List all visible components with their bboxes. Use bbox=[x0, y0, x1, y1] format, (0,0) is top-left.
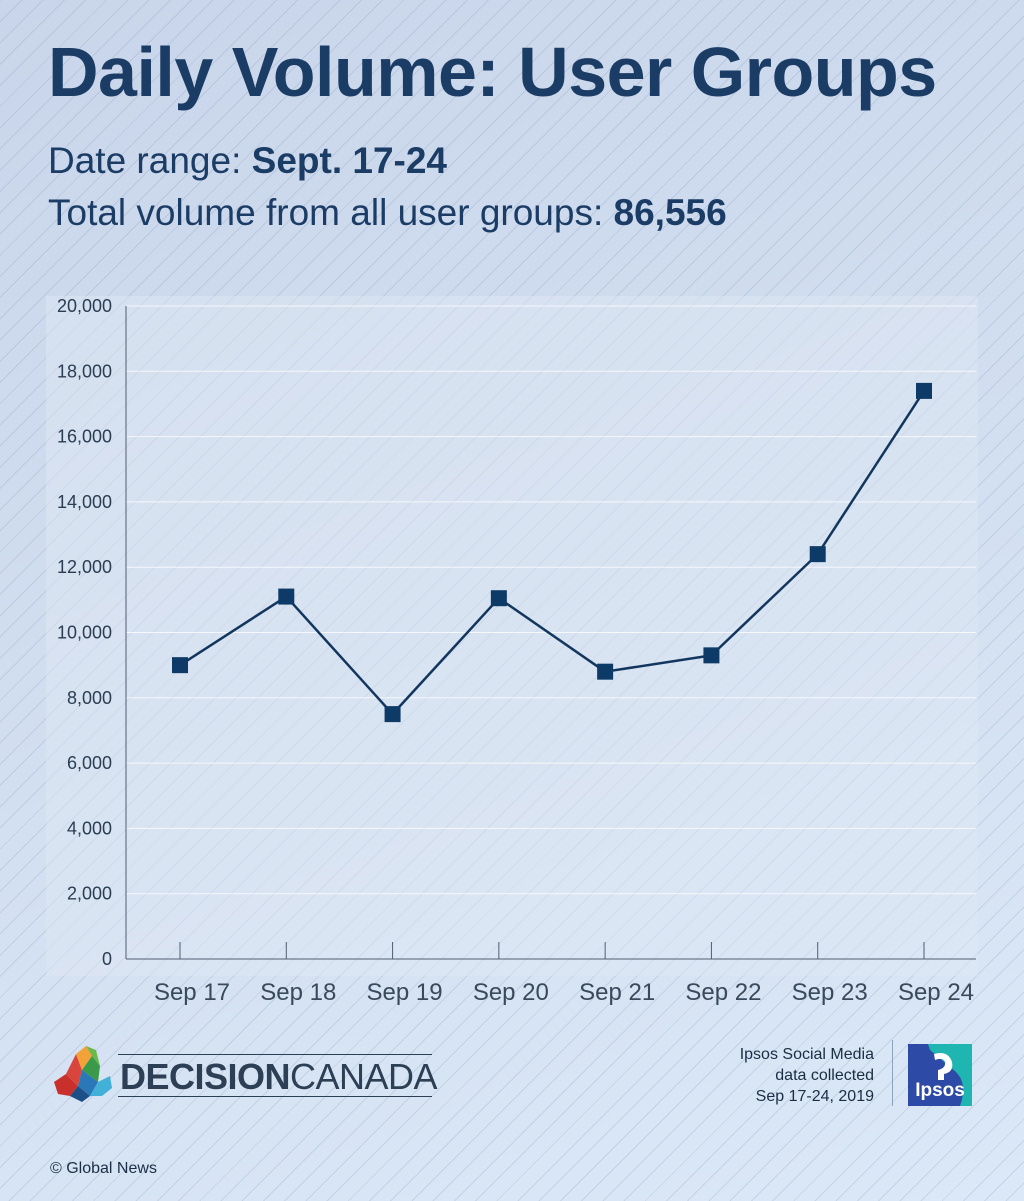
data-point bbox=[384, 706, 401, 723]
y-tick-label: 4,000 bbox=[67, 818, 112, 838]
y-tick-label: 18,000 bbox=[57, 361, 112, 381]
x-tick-label: Sep 21 bbox=[579, 979, 655, 1006]
source-line-3: Sep 17-24, 2019 bbox=[755, 1088, 874, 1105]
chart-panel bbox=[46, 296, 978, 976]
x-tick-label: Sep 17 bbox=[154, 979, 230, 1006]
decision-canada-logo-icon bbox=[54, 1046, 112, 1102]
footer-divider bbox=[892, 1040, 893, 1106]
series-line bbox=[179, 390, 926, 716]
page-title: Daily Volume: User Groups bbox=[48, 33, 937, 111]
y-tick-label: 8,000 bbox=[67, 688, 112, 708]
data-point bbox=[916, 382, 932, 399]
y-tick-label: 2,000 bbox=[67, 884, 112, 904]
canada-word: CANADA bbox=[290, 1056, 438, 1097]
x-tick-label: Sep 20 bbox=[473, 979, 549, 1006]
date-range-value: Sept. 17-24 bbox=[251, 140, 448, 181]
x-tick-label: Sep 22 bbox=[685, 979, 761, 1006]
date-range-label: Date range: bbox=[48, 140, 252, 181]
decision-word: DECISION bbox=[120, 1056, 291, 1097]
data-point bbox=[597, 663, 614, 680]
source-line-1: Ipsos Social Media bbox=[739, 1046, 874, 1063]
data-point bbox=[172, 657, 188, 674]
source-note: Ipsos Social Media data collected Sep 17… bbox=[740, 1044, 874, 1107]
data-point bbox=[278, 588, 295, 605]
line-chart: 20,000 18,000 16,000 14,000 12,000 10,000 8,00… bbox=[57, 296, 976, 1006]
decision-canada-rule-bottom bbox=[118, 1096, 432, 1097]
total-volume-label: Total volume from all user groups: bbox=[48, 192, 614, 233]
x-tick-label: Sep 24 bbox=[898, 979, 974, 1006]
y-tick-label: 16,000 bbox=[57, 427, 112, 447]
decision-canada-wordmark: DECISIONCANADA bbox=[120, 1056, 438, 1098]
y-tick-label: 14,000 bbox=[57, 492, 112, 512]
x-tick-label: Sep 23 bbox=[792, 979, 868, 1006]
total-volume-value: 86,556 bbox=[613, 192, 727, 233]
x-tick-label: Sep 18 bbox=[260, 979, 336, 1006]
copyright-note: © Global News bbox=[50, 1160, 157, 1177]
total-volume-line: Total volume from all user groups: 86,55… bbox=[48, 192, 727, 234]
ipsos-logo-icon: Ipsos bbox=[908, 1044, 972, 1106]
ipsos-logo-text: Ipsos bbox=[915, 1080, 965, 1101]
y-tick-label: 20,000 bbox=[57, 296, 112, 316]
y-tick-label: 10,000 bbox=[57, 623, 112, 643]
data-point bbox=[490, 590, 507, 607]
date-range-line: Date range: Sept. 17-24 bbox=[48, 140, 447, 182]
decision-canada-rule-top bbox=[118, 1054, 432, 1055]
x-tick-label: Sep 19 bbox=[367, 979, 443, 1006]
data-point bbox=[703, 647, 720, 664]
y-tick-label: 6,000 bbox=[67, 753, 112, 773]
y-tick-label: 12,000 bbox=[57, 557, 112, 577]
data-point bbox=[809, 546, 826, 563]
source-line-2: data collected bbox=[775, 1067, 874, 1084]
y-tick-label: 0 bbox=[102, 949, 112, 969]
